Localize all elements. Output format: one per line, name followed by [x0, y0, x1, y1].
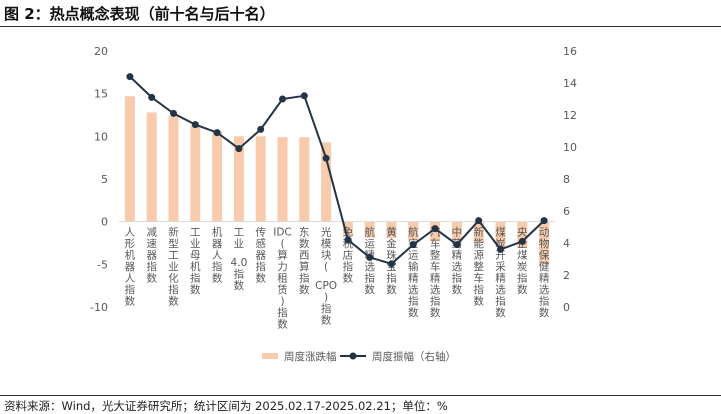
right-axis-tick: 8: [563, 173, 570, 186]
category-label: 动物保健精选指数: [539, 227, 550, 320]
line-marker: [191, 121, 199, 129]
line-marker: [148, 93, 156, 101]
bar: [168, 115, 179, 222]
category-label: 汽车整车精选指数: [430, 226, 441, 320]
bar: [233, 136, 244, 222]
line-marker: [540, 217, 548, 225]
line-series: [129, 75, 545, 265]
category-label: 东数西算指数: [299, 226, 310, 297]
right-axis-tick: 6: [563, 205, 570, 218]
line-marker: [431, 225, 439, 233]
bar: [124, 96, 135, 222]
right-axis-tick: 4: [563, 237, 570, 250]
category-label: 免税店指数: [343, 226, 354, 285]
bar: [473, 221, 484, 243]
line-marker: [322, 154, 330, 162]
left-axis-tick: 20: [94, 45, 108, 58]
category-label: 新能源整车指数: [473, 226, 484, 308]
category-label: 工业母机指数: [190, 227, 201, 297]
category-label: 煤炭开采精选指数: [495, 226, 506, 320]
category-label: IDC (算力租赁)指数: [273, 227, 292, 331]
left-axis-tick: 0: [101, 216, 108, 229]
left-axis-tick: 15: [94, 88, 108, 101]
category-label: 航运精选指数: [364, 226, 375, 297]
category-label: 光模块(CPO)指数: [315, 226, 337, 327]
source-note: 资料来源：Wind，光大证券研究所；统计区间为 2025.02.17-2025.…: [4, 399, 448, 413]
right-axis-tick: 10: [563, 141, 577, 154]
line-marker: [300, 92, 308, 100]
left-axis-tick: 5: [101, 173, 108, 186]
left-axis-tick: -10: [90, 301, 108, 314]
line-marker: [170, 109, 177, 117]
category-label: 传感器指数: [255, 227, 266, 285]
line-marker: [279, 95, 286, 103]
line-marker: [475, 217, 483, 225]
bar: [342, 221, 353, 237]
bar: [408, 221, 419, 240]
bar: [299, 137, 310, 222]
title-divider: [0, 26, 721, 27]
line-marker: [257, 125, 265, 133]
bar: [539, 221, 550, 265]
line-marker: [366, 253, 374, 261]
bar: [386, 221, 397, 238]
bar: [146, 112, 157, 222]
legend-label-line: 周度振幅（右轴）: [372, 350, 456, 363]
right-axis-tick: 0: [563, 301, 570, 314]
bar: [190, 125, 201, 222]
line-marker: [497, 245, 504, 253]
line-marker: [409, 241, 417, 249]
line-marker: [388, 260, 395, 268]
left-axis-tick: -5: [97, 258, 108, 271]
category-label: 工业 4.0 指数: [231, 227, 248, 292]
footer-divider: [0, 395, 721, 396]
line-marker: [126, 73, 134, 81]
right-axis-tick: 16: [563, 45, 577, 58]
bar: [277, 137, 288, 222]
bar: [212, 131, 223, 222]
bar: [321, 142, 332, 222]
line-marker: [518, 237, 526, 245]
line-marker: [344, 236, 352, 244]
line-marker: [453, 241, 461, 249]
bar: [255, 136, 266, 222]
figure-title: 图 2：热点概念表现（前十名与后十名）: [4, 5, 275, 23]
category-label: 航空运输精选指数: [408, 226, 419, 320]
right-axis-tick: 12: [563, 109, 577, 122]
category-label: 减速器指数: [146, 227, 157, 285]
bar: [517, 221, 528, 248]
category-label: 人形机器人指数: [125, 227, 136, 308]
left-axis-tick: 10: [94, 130, 108, 143]
legend-line-marker: [349, 352, 357, 360]
category-label: 机器人指数: [212, 226, 223, 285]
bar: [451, 221, 462, 241]
category-label: 中药精选指数: [452, 226, 463, 297]
legend-bar-swatch: [262, 353, 278, 359]
line-marker: [213, 129, 221, 137]
legend-label-bar: 周度涨跌幅: [284, 350, 337, 363]
category-label: 新型工业化指数: [168, 226, 179, 308]
bar: [364, 221, 375, 238]
bar: [495, 221, 506, 248]
line-marker: [235, 145, 243, 153]
right-axis-tick: 2: [563, 269, 570, 282]
right-axis-tick: 14: [563, 77, 577, 90]
